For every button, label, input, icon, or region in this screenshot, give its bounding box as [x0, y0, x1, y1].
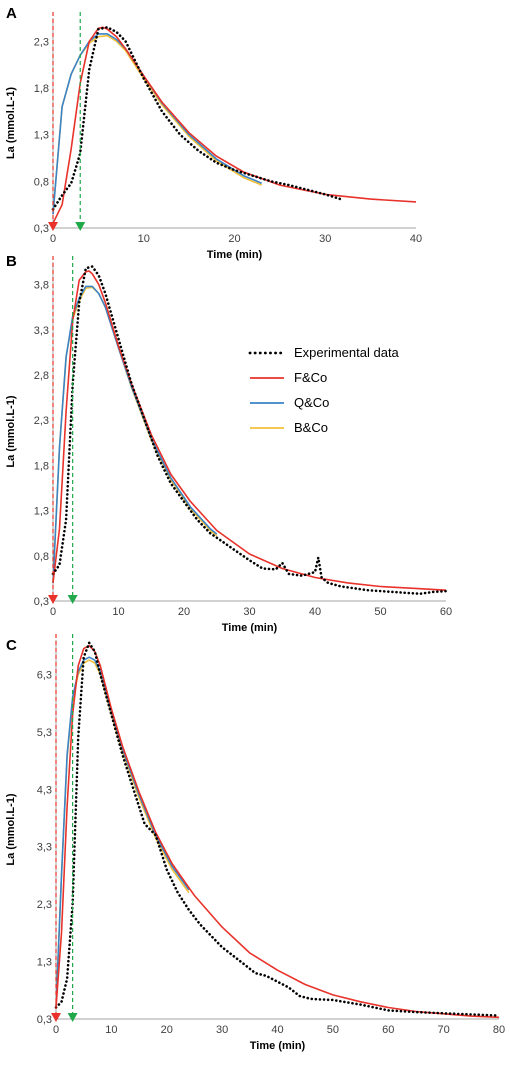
series-line-fco — [52, 270, 447, 591]
y-tick-label: 2,3 — [34, 36, 49, 48]
y-tick-label: 1,8 — [34, 83, 49, 95]
series-line-qco — [52, 285, 218, 583]
y-axis-title: La (mmol.L-1) — [5, 793, 17, 865]
y-tick-label: 0,3 — [37, 1014, 52, 1026]
x-tick-label: 60 — [440, 606, 452, 618]
legend-label: Q&Co — [294, 395, 329, 410]
red-marker-arrow-icon — [48, 595, 58, 604]
x-tick-label: 50 — [374, 606, 386, 618]
series-line-experimental — [54, 640, 501, 1017]
series-line-qco — [55, 656, 190, 1008]
green-marker-arrow-icon — [67, 1013, 78, 1022]
x-tick-label: 0 — [53, 1024, 59, 1036]
legend-item: Q&Co — [250, 395, 329, 410]
green-marker-arrow-icon — [67, 595, 78, 604]
y-axis-title: La (mmol.L-1) — [5, 87, 17, 159]
y-tick-label: 0,8 — [34, 551, 49, 563]
y-tick-label: 2,8 — [34, 370, 49, 382]
y-tick-label: 6,3 — [37, 669, 52, 681]
legend: Experimental data F&Co Q&Co B&Co — [248, 345, 400, 435]
x-tick-label: 40 — [271, 1024, 283, 1036]
chart-panel-a: A 0 10 20 30 40 0,3 0,8 1,3 1,8 2,3 Time (min) La (m… — [5, 5, 422, 261]
x-axis-title: Time (min) — [250, 1040, 306, 1052]
x-tick-label: 80 — [493, 1024, 505, 1036]
x-tick-label: 30 — [319, 233, 331, 245]
series-line-experimental — [51, 25, 345, 211]
chart-panel-b: B 0 10 20 30 40 50 60 0,3 0,8 1,3 1,8 2,3 2,8 3,3 3,8 Ti… — [5, 253, 452, 634]
x-tick-label: 70 — [438, 1024, 450, 1036]
y-tick-label: 1,3 — [37, 957, 52, 969]
y-tick-label: 0,3 — [34, 223, 49, 235]
y-tick-label: 5,3 — [37, 727, 52, 739]
y-axis-title: La (mmol.L-1) — [5, 395, 17, 467]
legend-label: F&Co — [294, 370, 327, 385]
x-axis-title: Time (min) — [222, 622, 278, 634]
x-tick-label: 50 — [327, 1024, 339, 1036]
x-tick-label: 10 — [105, 1024, 117, 1036]
series-line-fco — [52, 26, 417, 224]
y-tick-label: 4,3 — [37, 784, 52, 796]
x-tick-label: 0 — [50, 606, 56, 618]
series-line-experimental — [51, 265, 448, 596]
chart-panel-c: C 0 10 20 30 40 50 60 70 80 0,3 1,3 2,3 3,3 4,3 5,3 6,3 T… — [5, 634, 505, 1052]
x-axis-title: Time (min) — [207, 249, 263, 261]
legend-item: F&Co — [250, 370, 327, 385]
y-tick-label: 3,3 — [34, 325, 49, 337]
x-tick-label: 0 — [50, 233, 56, 245]
panel-label: B — [6, 253, 17, 270]
x-tick-label: 10 — [112, 606, 124, 618]
red-marker-arrow-icon — [48, 222, 58, 231]
y-tick-label: 0,3 — [34, 596, 49, 608]
legend-item: B&Co — [250, 420, 328, 435]
x-tick-label: 30 — [216, 1024, 228, 1036]
legend-label: B&Co — [294, 420, 328, 435]
y-tick-label: 0,8 — [34, 176, 49, 188]
x-tick-label: 40 — [309, 606, 321, 618]
x-tick-label: 20 — [178, 606, 190, 618]
panel-label: A — [6, 5, 17, 22]
y-tick-label: 1,8 — [34, 460, 49, 472]
x-tick-label: 10 — [138, 233, 150, 245]
y-tick-label: 1,3 — [34, 506, 49, 518]
legend-label: Experimental data — [294, 345, 400, 360]
y-tick-label: 3,3 — [37, 842, 52, 854]
x-tick-label: 20 — [161, 1024, 173, 1036]
x-tick-label: 20 — [228, 233, 240, 245]
y-tick-label: 3,8 — [34, 280, 49, 292]
x-tick-label: 60 — [382, 1024, 394, 1036]
red-marker-arrow-icon — [51, 1013, 61, 1022]
series-line-qco — [52, 33, 263, 215]
y-tick-label: 2,3 — [34, 415, 49, 427]
y-tick-label: 2,3 — [37, 899, 52, 911]
green-marker-arrow-icon — [75, 222, 86, 231]
x-tick-label: 40 — [410, 233, 422, 245]
y-tick-label: 1,3 — [34, 130, 49, 142]
legend-item: Experimental data — [248, 345, 400, 360]
x-tick-label: 30 — [243, 606, 255, 618]
series-line-fco — [55, 644, 500, 1019]
panel-label: C — [6, 637, 17, 654]
